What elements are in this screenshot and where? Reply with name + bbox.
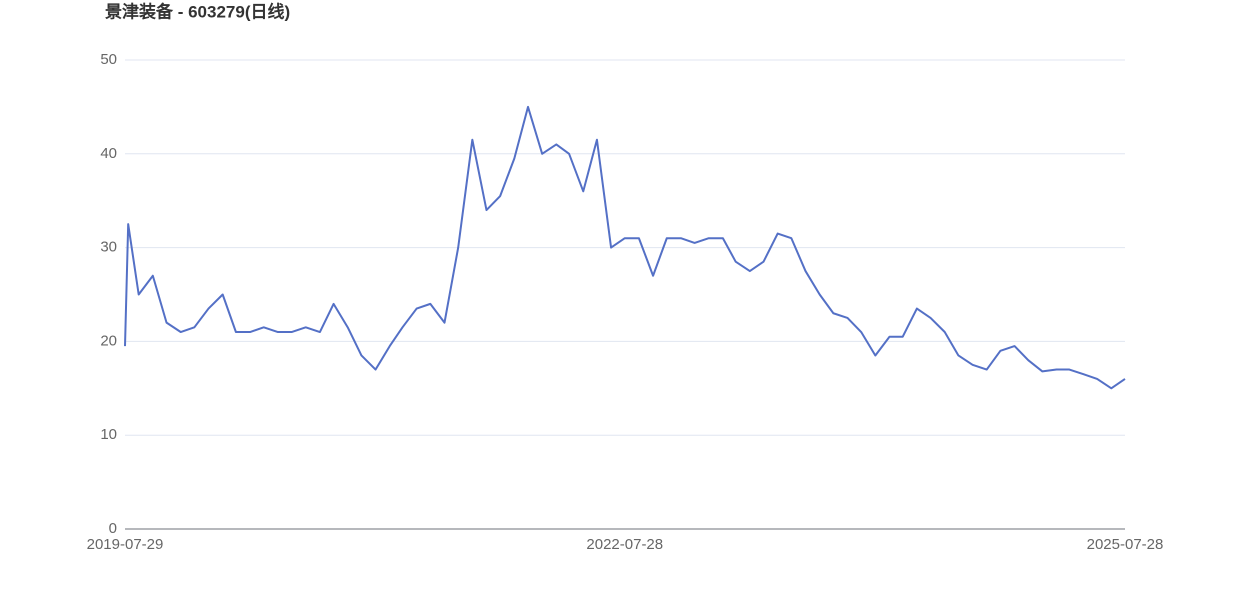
- y-tick-label: 0: [109, 520, 117, 537]
- y-tick-label: 30: [100, 239, 117, 256]
- x-tick-label: 2025-07-28: [1087, 536, 1164, 553]
- y-tick-label: 50: [100, 51, 117, 68]
- x-tick-label: 2022-07-28: [586, 536, 663, 553]
- y-tick-label: 10: [100, 426, 117, 443]
- price-line: [124, 105, 1126, 390]
- chart-title: 景津装备 - 603279(日线): [105, 1, 290, 21]
- x-tick-label: 2019-07-29: [87, 536, 164, 553]
- y-tick-label: 20: [100, 332, 117, 349]
- y-tick-label: 40: [100, 145, 117, 162]
